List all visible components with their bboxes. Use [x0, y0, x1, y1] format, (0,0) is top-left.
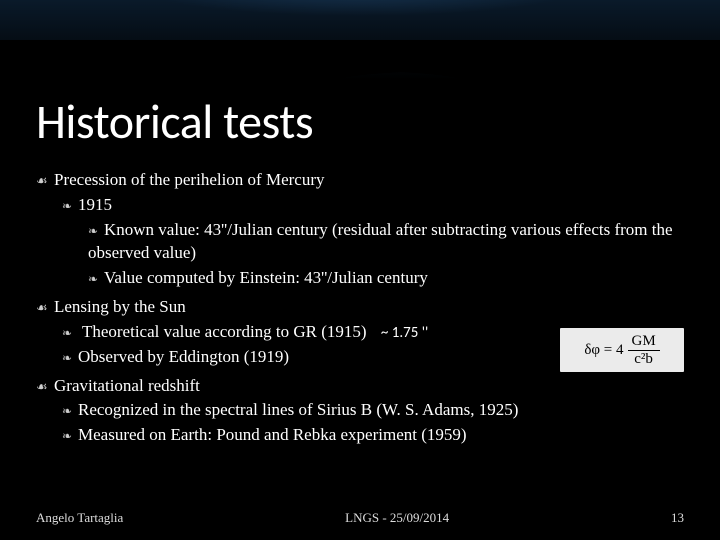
formula-denominator: c²b — [630, 351, 657, 368]
formula-fraction: GM c²b — [628, 333, 660, 368]
heading-redshift: Gravitational redshift — [36, 375, 684, 398]
precession-known: Known value: 43''/Julian century (residu… — [88, 219, 684, 265]
lensing-theoretical-text: Theoretical value according to GR (1915) — [82, 322, 367, 341]
slide-content: Precession of the perihelion of Mercury … — [36, 169, 684, 447]
redshift-recognized: Recognized in the spectral lines of Siri… — [62, 399, 684, 422]
lensing-formula: δφ = 4 GM c²b — [560, 328, 684, 372]
formula-numerator: GM — [628, 333, 660, 351]
precession-year: 1915 — [62, 194, 684, 217]
lensing-approx: ~ 1.75 '' — [381, 324, 428, 342]
slide-title: Historical tests — [36, 92, 684, 151]
footer-page: 13 — [671, 510, 684, 526]
precession-computed: Value computed by Einstein: 43''/Julian … — [88, 267, 684, 290]
redshift-measured: Measured on Earth: Pound and Rebka exper… — [62, 424, 684, 447]
heading-lensing: Lensing by the Sun — [36, 296, 684, 319]
formula-lhs: δφ = 4 — [584, 342, 623, 359]
slide-footer: Angelo Tartaglia LNGS - 25/09/2014 13 — [36, 510, 684, 526]
footer-venue: LNGS - 25/09/2014 — [345, 510, 449, 526]
footer-author: Angelo Tartaglia — [36, 510, 123, 526]
heading-precession: Precession of the perihelion of Mercury — [36, 169, 684, 192]
slide: Historical tests Precession of the perih… — [0, 0, 720, 540]
